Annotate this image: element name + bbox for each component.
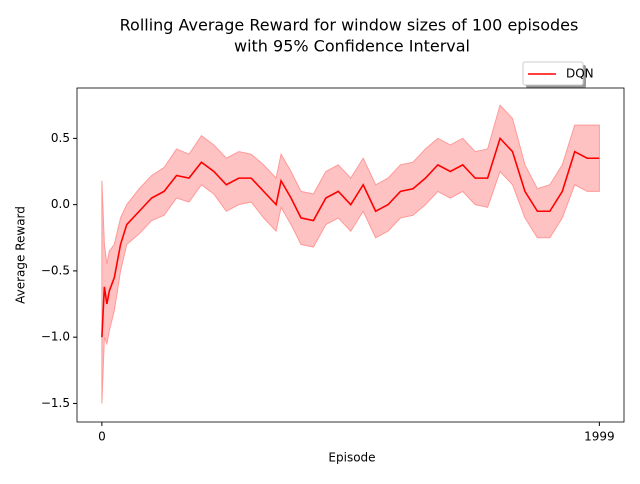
- chart-title: Rolling Average Reward for window sizes …: [120, 16, 579, 35]
- x-tick-label: 1999: [584, 430, 615, 444]
- y-tick-label: −0.5: [41, 263, 70, 277]
- chart-subtitle: with 95% Confidence Interval: [234, 37, 470, 56]
- y-tick-label: −1.5: [41, 396, 70, 410]
- x-tick-label: 0: [98, 430, 106, 444]
- y-tick-label: 0.5: [51, 131, 70, 145]
- x-axis-label: Episode: [328, 451, 375, 465]
- legend-label: DQN: [566, 67, 594, 81]
- y-tick-label: 0.0: [51, 197, 70, 211]
- plot-frame: [76, 87, 625, 423]
- line: [101, 136, 600, 338]
- confidence-band: [101, 104, 600, 404]
- y-tick-label: −1.0: [41, 330, 70, 344]
- y-axis-label: Average Reward: [14, 206, 28, 304]
